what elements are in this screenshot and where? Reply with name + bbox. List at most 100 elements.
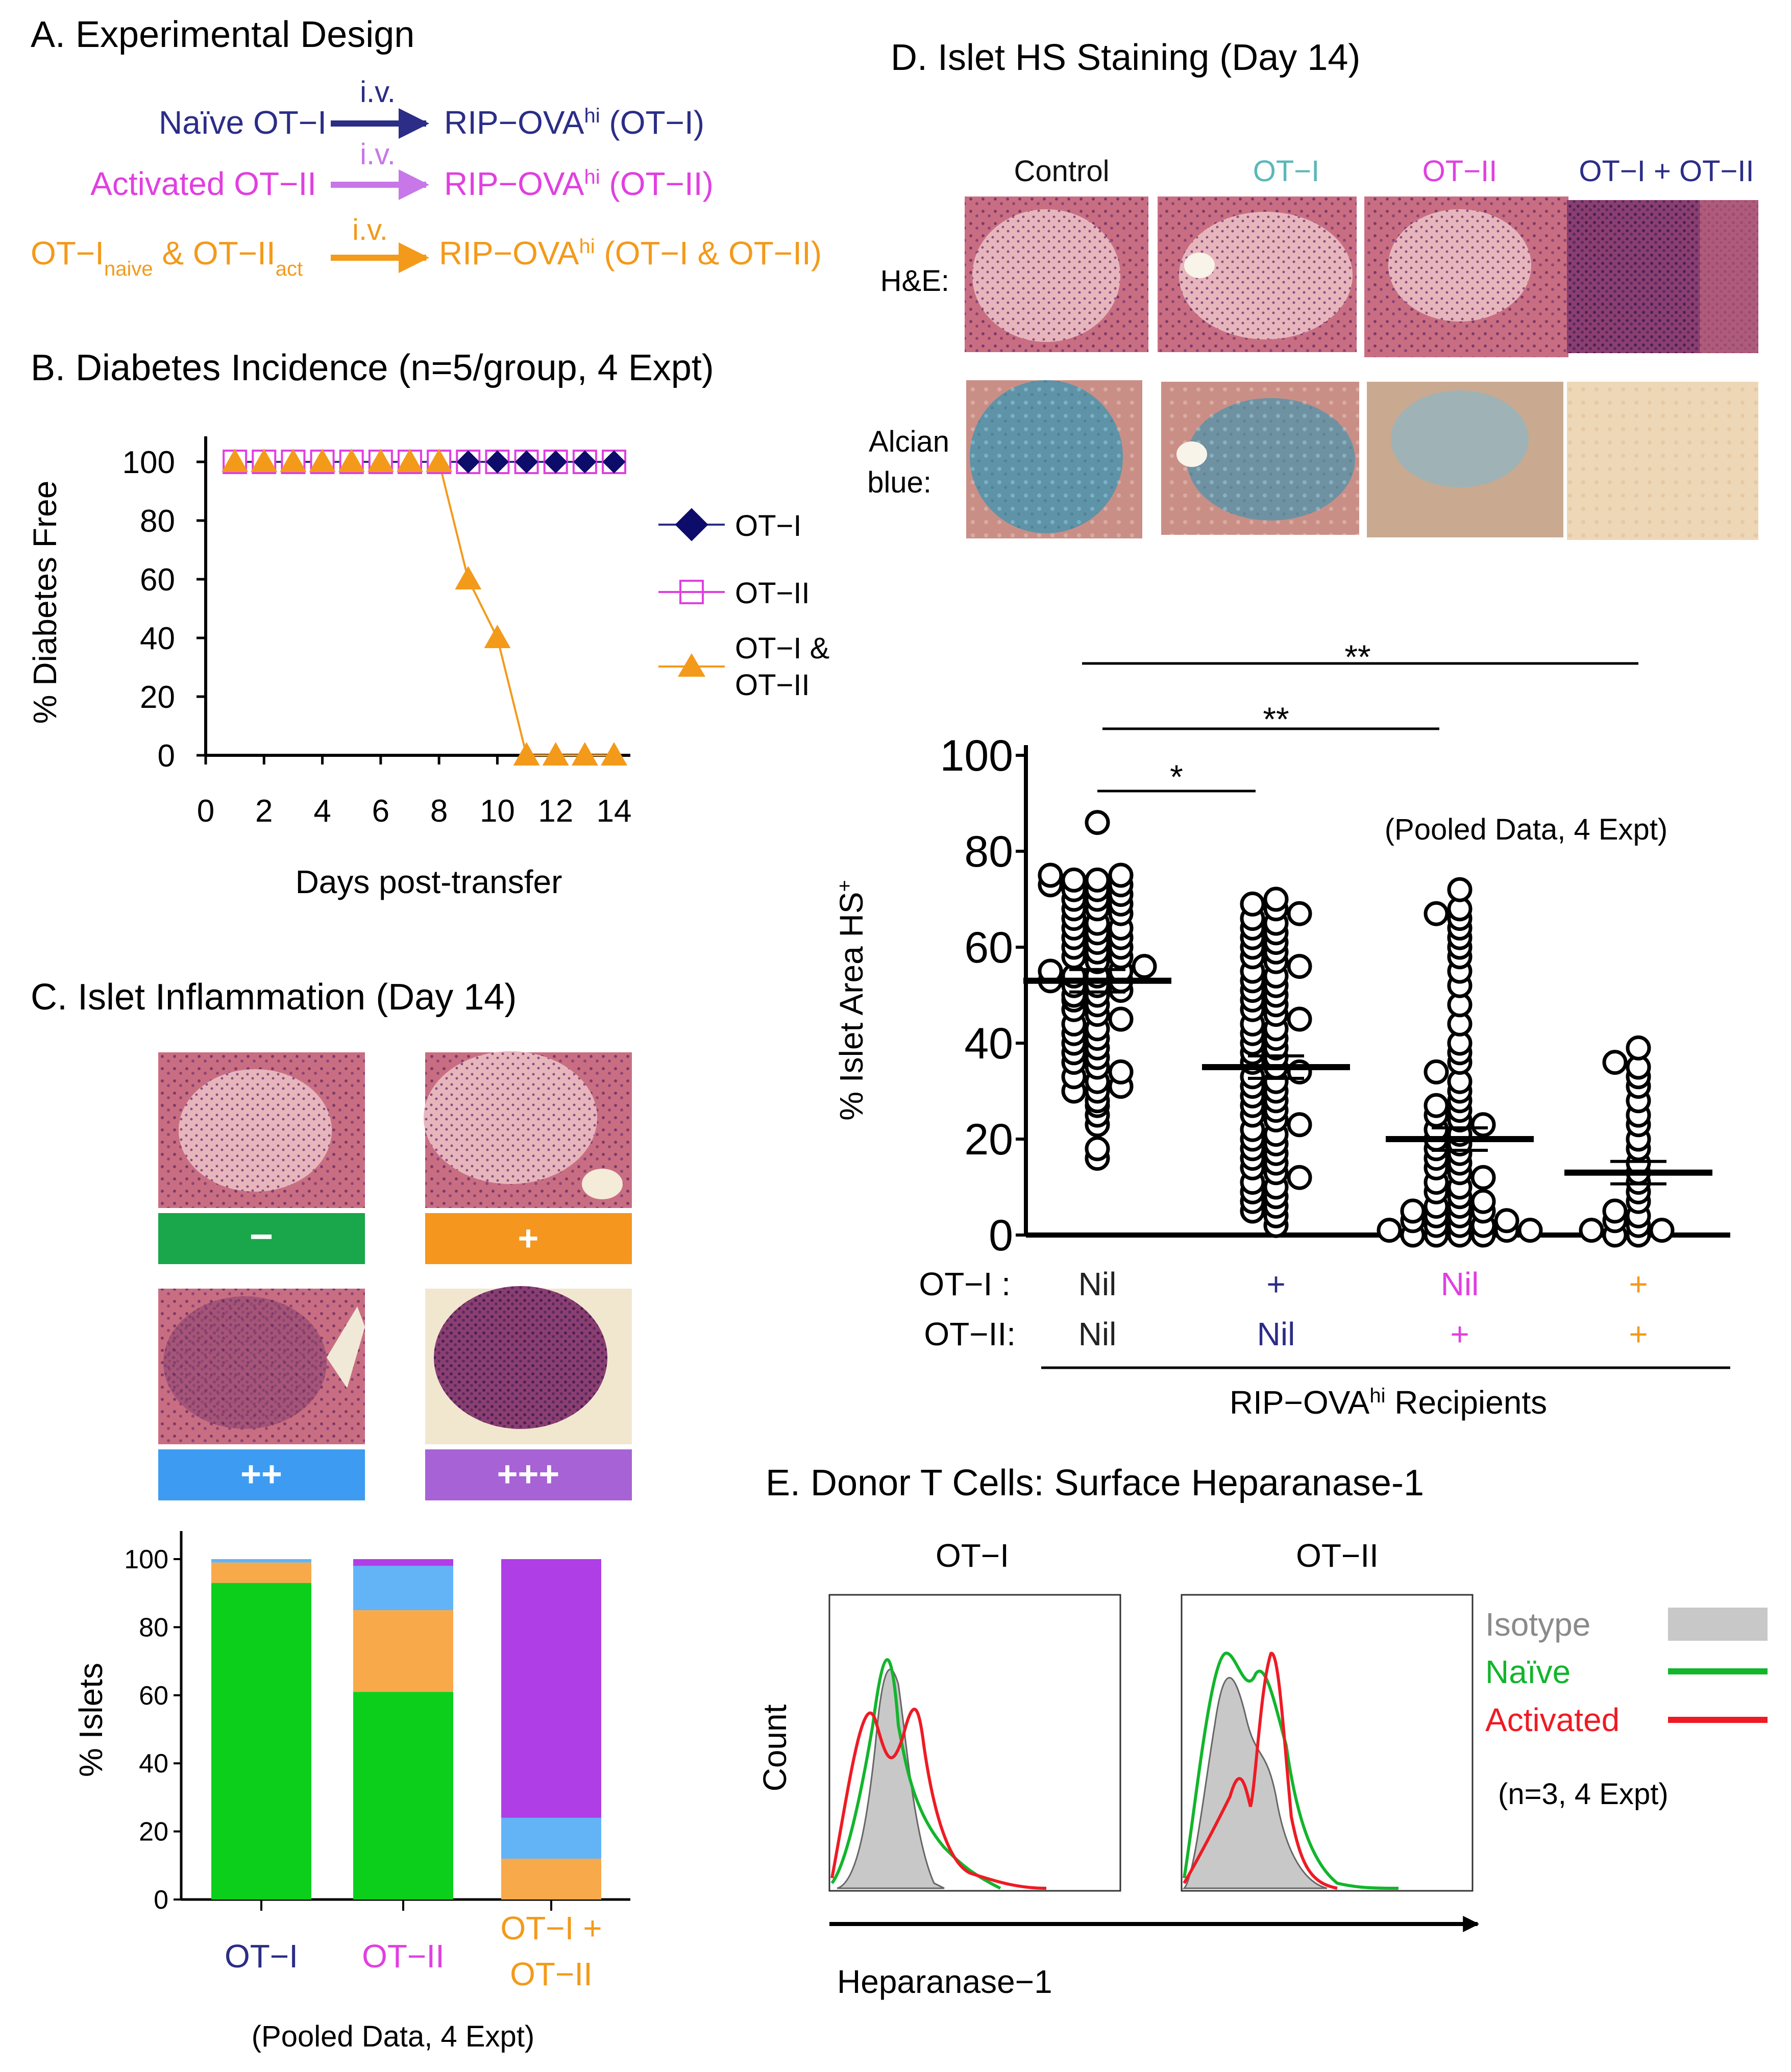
row2-left: Activated OT−II [90, 165, 316, 202]
b-xtick-label: 14 [597, 794, 632, 829]
d-col-both: OT−I + OT−II [1579, 155, 1754, 188]
d-point [1287, 954, 1312, 979]
grade-minus: − [250, 1214, 274, 1259]
b-xtick-label: 0 [197, 794, 214, 829]
d-row1-label: OT−I : [919, 1266, 1011, 1302]
d-point [1494, 1208, 1519, 1234]
d-r2-c1: Nil [1078, 1316, 1117, 1352]
row1-route: i.v. [360, 76, 396, 109]
d-row2-label: OT−II: [924, 1316, 1016, 1352]
c-bar-segment [353, 1610, 453, 1692]
c-histology-grid: − + ++ +++ [158, 1051, 632, 1500]
e-xlabel: Heparanase−1 [837, 1963, 1052, 2000]
d-ylabel: % Islet Area HS+ [833, 880, 870, 1121]
d-r2-c3: + [1450, 1316, 1469, 1352]
b-point-both [571, 742, 598, 766]
d-r2-c4: + [1629, 1316, 1648, 1352]
e-ylabel: Count [756, 1704, 793, 1791]
d-point [1377, 1218, 1402, 1243]
legend-diamond-icon [675, 508, 708, 541]
d-ytick-label: 0 [989, 1211, 1013, 1260]
d-r2-c2: Nil [1257, 1316, 1295, 1352]
panel-d-title: D. Islet HS Staining (Day 14) [891, 37, 1360, 78]
b-ylabel: % Diabetes Free [27, 481, 63, 724]
b-ytick-label: 80 [140, 504, 175, 539]
d-point [1424, 901, 1449, 926]
panel-e-title: E. Donor T Cells: Surface Heparanase-1 [766, 1463, 1424, 1503]
b-point-ot1 [514, 450, 538, 474]
grade-plusplus: ++ [240, 1454, 282, 1494]
d-point [1424, 1093, 1449, 1118]
c-ytick-label: 0 [154, 1885, 168, 1915]
legend-triangle-icon [678, 653, 705, 677]
e-legend: Isotype Naïve Activated (n=3, 4 Expt) [1485, 1606, 1768, 1811]
d-point [1108, 1006, 1134, 1032]
d-point [1470, 1112, 1496, 1138]
b-point-both [542, 742, 569, 766]
d-point [1602, 1198, 1628, 1224]
c-xlabel-3a: OT−I + [500, 1910, 602, 1946]
grade-plus-bar [425, 1213, 632, 1264]
c-ytick-label: 40 [139, 1749, 168, 1779]
e-histogram-ot1 [828, 1594, 1121, 1892]
d-point [1470, 1165, 1496, 1190]
b-xtick-label: 2 [255, 794, 273, 829]
b-point-ot1 [544, 450, 568, 474]
d-point [1287, 901, 1312, 926]
d-point [1424, 1059, 1449, 1084]
b-point-ot1 [456, 450, 480, 474]
e-legend-isotype: Isotype [1485, 1606, 1590, 1643]
b-ytick-label: 40 [140, 621, 175, 656]
grade-minus-bar [158, 1213, 365, 1264]
b-point-both [455, 566, 482, 589]
d-point [1649, 1218, 1675, 1243]
c-xlabel-1: OT−I [225, 1938, 298, 1975]
c-bar-segment [211, 1559, 311, 1563]
b-xtick-label: 6 [372, 794, 389, 829]
d-recipients: RIP−OVAhi Recipients [1230, 1384, 1547, 1421]
d-point [1579, 1218, 1604, 1243]
c-bar-segment [353, 1559, 453, 1566]
row2-right: RIP−OVAhi (OT−II) [444, 165, 714, 202]
b-point-both [601, 742, 627, 766]
e1-activated [830, 1708, 1047, 1890]
row1-right: RIP−OVAhi (OT−I) [444, 104, 704, 141]
c-bar-segment [353, 1692, 453, 1900]
d-r1-c4: + [1629, 1266, 1648, 1302]
b-legend-3a: OT−I & [735, 632, 829, 665]
sig-3: ** [1344, 638, 1370, 676]
b-legend-2: OT−II [735, 577, 810, 610]
b-xtick-label: 8 [430, 794, 448, 829]
d-point [1038, 862, 1063, 888]
d-point [1085, 810, 1110, 835]
b-legend: OT−I OT−II OT−I & OT−II [658, 508, 829, 702]
legend-square-icon [679, 580, 704, 604]
b-point-both [222, 449, 249, 472]
d-col-ot2: OT−II [1422, 155, 1498, 188]
c-ytick-label: 100 [124, 1545, 168, 1574]
d-ytick-label: 40 [964, 1019, 1013, 1068]
d-r1-c2: + [1266, 1266, 1285, 1302]
b-xtick-label: 10 [480, 794, 515, 829]
d-point [1240, 891, 1265, 917]
c-xlabel-3b: OT−II [510, 1956, 593, 1992]
d-point [1061, 867, 1087, 893]
e-legend-naive: Naïve [1485, 1654, 1571, 1690]
d-point [1470, 1189, 1496, 1214]
b-legend-1: OT−I [735, 509, 802, 542]
d-ytick-label: 20 [964, 1115, 1013, 1164]
c-bar-segment [501, 1858, 601, 1900]
panel-a-title: A. Experimental Design [31, 14, 414, 55]
d-point [1400, 1198, 1426, 1224]
c-ylabel: % Islets [72, 1663, 109, 1777]
d-col-control: Control [1014, 155, 1110, 188]
d-ytick-label: 60 [964, 923, 1013, 972]
isotype-swatch [1668, 1608, 1768, 1641]
row3-route: i.v. [352, 213, 388, 246]
sig-1: * [1170, 758, 1183, 796]
d-note: (Pooled Data, 4 Expt) [1385, 813, 1668, 846]
d-row-he: H&E: [880, 264, 949, 298]
b-series-line-2 [235, 461, 614, 756]
